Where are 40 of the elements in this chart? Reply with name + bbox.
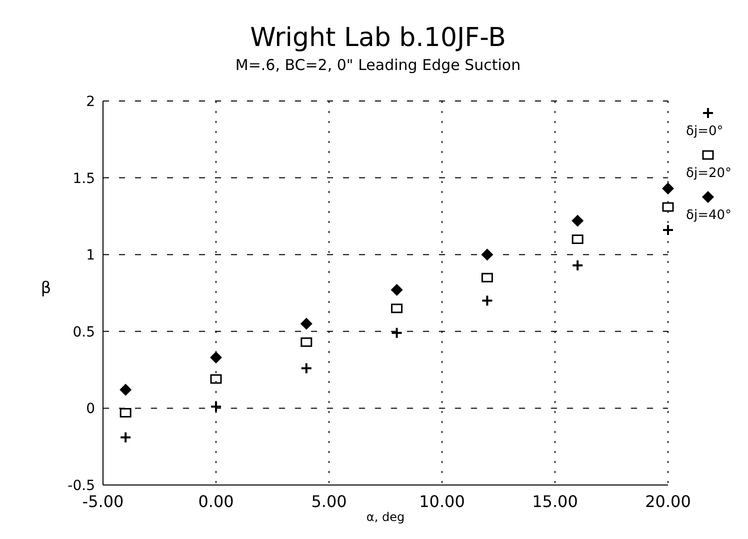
x-tick-label: -5.00 — [82, 492, 124, 511]
legend-label: δj=40° — [686, 208, 732, 223]
point — [390, 326, 403, 339]
point — [481, 272, 493, 282]
point — [300, 318, 312, 330]
point — [210, 400, 222, 413]
legend-label: δj=20° — [686, 166, 732, 181]
y-tick-label: 1 — [86, 248, 95, 264]
x-tick-label: 10.00 — [419, 492, 465, 511]
point — [300, 337, 312, 347]
point — [391, 304, 403, 314]
chart-subtitle: M=.6, BC=2, 0" Leading Edge Suction — [235, 56, 521, 74]
x-tick-label: 20.00 — [645, 492, 691, 511]
x-tick-label: 0.00 — [198, 492, 234, 511]
x-tick-label: 5.00 — [311, 492, 347, 511]
point — [120, 408, 132, 418]
point — [120, 384, 132, 396]
y-tick-label: 0.5 — [72, 324, 95, 340]
point — [210, 374, 222, 384]
point — [300, 362, 312, 374]
point — [390, 284, 403, 296]
y-tick-label: 0 — [86, 401, 95, 418]
point — [481, 294, 494, 307]
chart-title: Wright Lab b.10JF-B — [250, 23, 506, 53]
y-axis-title: β — [40, 278, 52, 297]
x-tick-label: 15.00 — [532, 492, 578, 511]
point — [120, 431, 132, 444]
point — [662, 202, 674, 212]
y-tick-label: 1.5 — [72, 170, 95, 187]
point — [572, 214, 584, 227]
point — [662, 224, 674, 236]
x-axis-title: α, deg — [366, 510, 405, 524]
point — [572, 259, 584, 272]
y-tick-label: -0.5 — [68, 478, 95, 494]
point — [481, 248, 494, 261]
legend-label: δj=0° — [686, 124, 724, 139]
point — [210, 352, 222, 364]
y-tick-label: 2 — [86, 94, 95, 110]
point — [572, 234, 584, 244]
point — [662, 182, 674, 195]
